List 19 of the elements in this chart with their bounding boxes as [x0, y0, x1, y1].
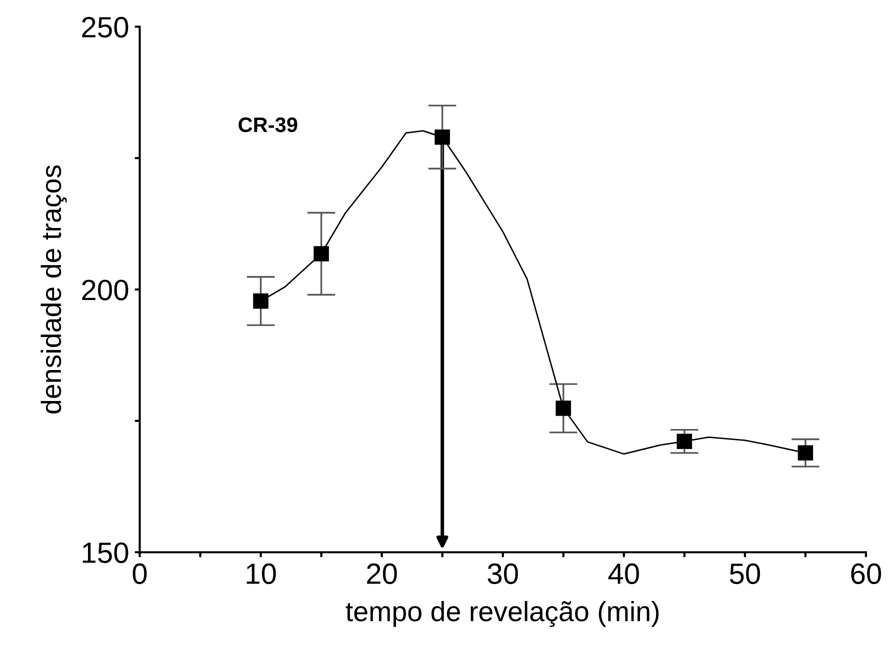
- x-tick-label: 60: [851, 563, 882, 584]
- x-tick-label: 10: [246, 563, 276, 584]
- x-tick-label: 20: [367, 563, 397, 584]
- annotation: CR-39: [238, 117, 298, 132]
- point: [434, 129, 450, 145]
- y-tick-label: 200: [82, 280, 128, 300]
- point: [676, 434, 692, 449]
- x-tick-label: 0: [132, 563, 147, 584]
- x-axis-title: tempo de revelação (min): [346, 600, 659, 627]
- y-tick-label: 150: [82, 542, 128, 564]
- y-axis-title: densidade de traços: [40, 165, 67, 414]
- x-tick-label: 30: [488, 563, 518, 584]
- point: [253, 293, 268, 309]
- point: [556, 400, 572, 416]
- point: [314, 246, 329, 262]
- x-tick-label: 50: [730, 563, 760, 584]
- y-tick-label: 250: [82, 16, 128, 38]
- point: [798, 445, 814, 461]
- x-tick-label: 40: [608, 563, 639, 584]
